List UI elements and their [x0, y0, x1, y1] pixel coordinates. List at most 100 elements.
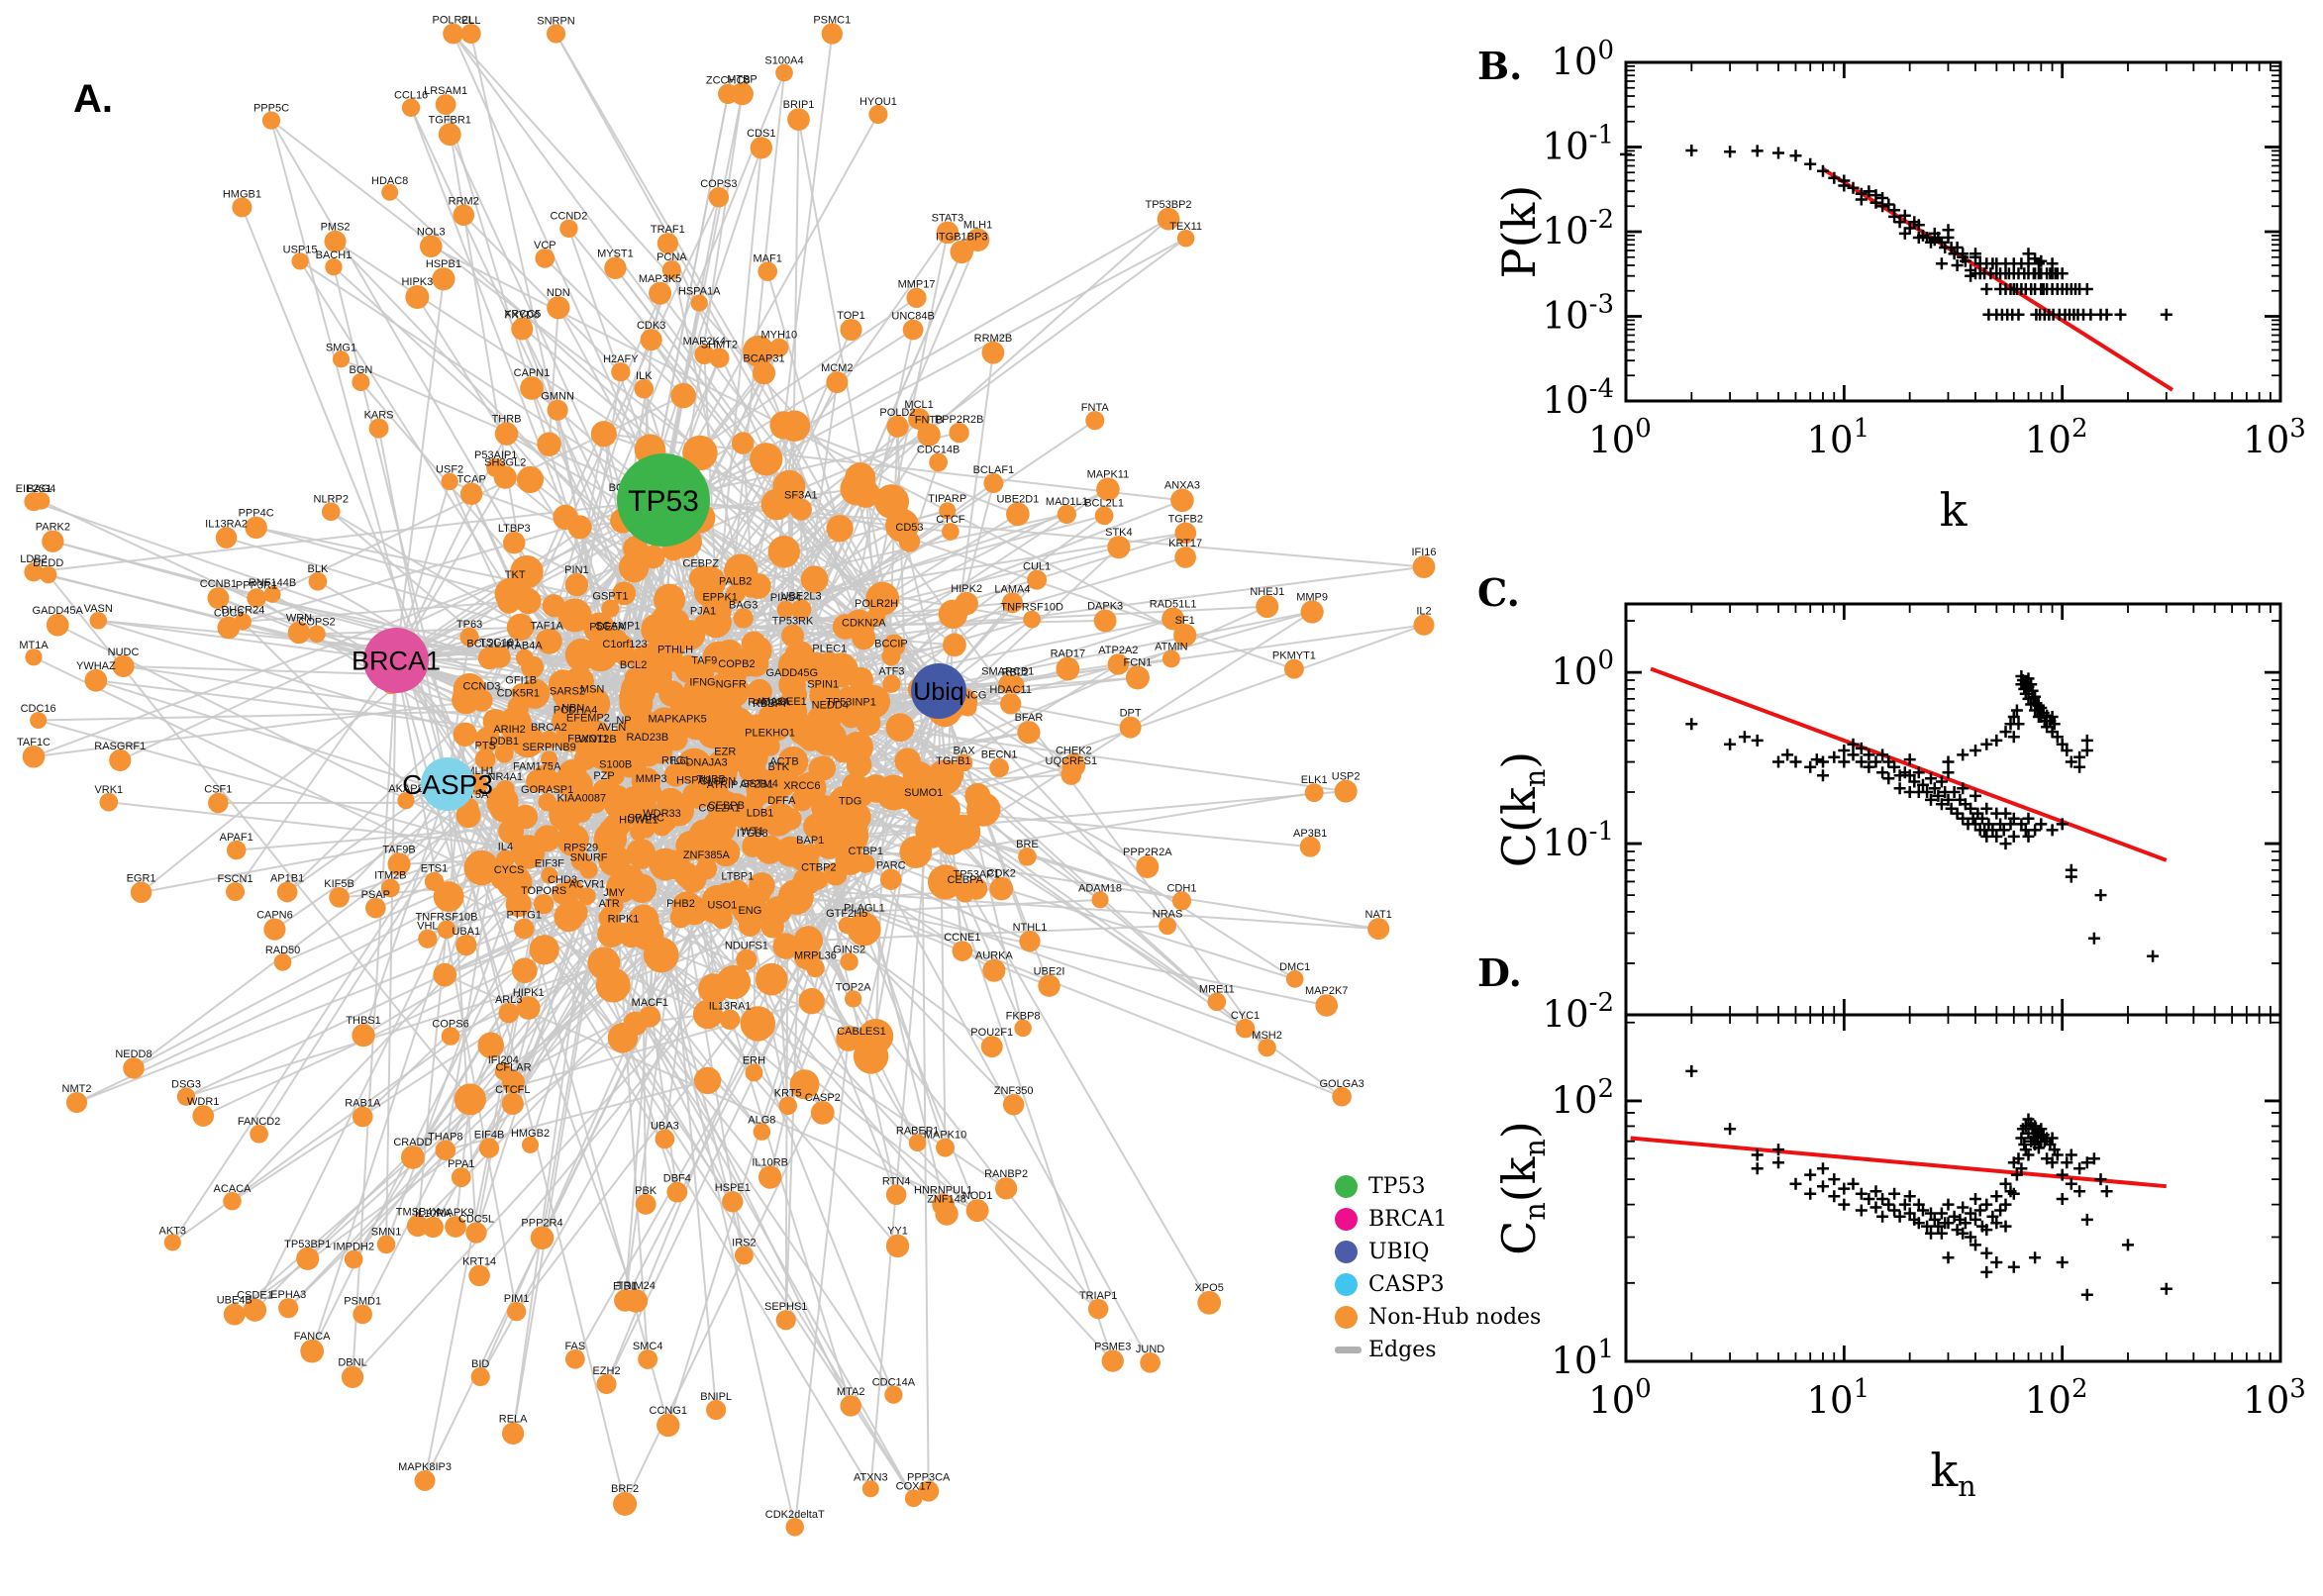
- network-node-label: BECN1: [981, 749, 1018, 761]
- network-node-label: NAT1: [1365, 909, 1392, 921]
- network-node: [441, 1027, 460, 1046]
- network-node: [578, 887, 596, 906]
- network-node: [612, 922, 635, 944]
- network-node: [882, 674, 901, 693]
- network-node-label: BAG3: [729, 599, 758, 611]
- network-node-label: TP53INP1: [826, 697, 876, 709]
- network-node: [494, 422, 519, 446]
- network-node-label: TIPARP: [928, 493, 966, 505]
- network-node: [1014, 1019, 1032, 1038]
- plot-panel-C: 100 10-1 10-2 C(kn): [1492, 602, 2282, 1036]
- network-node-label: SARS2: [550, 686, 585, 698]
- network-node-label: EZR: [714, 746, 736, 757]
- network-node: [772, 933, 799, 959]
- network-node: [904, 1489, 923, 1508]
- network-node-label: EIF2S1: [16, 483, 52, 495]
- network-node: [819, 708, 842, 731]
- network-node: [667, 722, 688, 743]
- network-node: [852, 626, 876, 650]
- network-node: [1091, 891, 1109, 909]
- network-node-label: PPP2R2B: [935, 414, 984, 426]
- network-node-label: RASGRF1: [94, 741, 146, 752]
- network-node: [692, 685, 713, 705]
- network-node: [455, 934, 477, 956]
- network-node-label: IL4: [498, 841, 513, 852]
- network-node: [291, 252, 309, 270]
- network-node: [406, 1215, 429, 1238]
- network-node: [470, 689, 493, 712]
- network-node: [226, 840, 247, 860]
- network-node-label: RAD51L1: [1150, 599, 1197, 611]
- network-node: [474, 726, 501, 752]
- network-node: [722, 1191, 744, 1213]
- network-node-label: CHD3: [548, 874, 577, 886]
- network-node-label: COPS6: [432, 1018, 468, 1030]
- network-node: [840, 472, 873, 506]
- network-node: [629, 845, 655, 869]
- network-node-label: CCL16: [394, 90, 428, 102]
- network-node-label: AP1B1: [270, 873, 304, 885]
- network-node-label: NUDC: [108, 647, 140, 658]
- network-node: [296, 1247, 320, 1270]
- network-node: [1085, 411, 1105, 431]
- network-node: [965, 228, 990, 252]
- network-edge: [512, 833, 613, 1434]
- network-edge: [332, 266, 470, 817]
- network-node: [24, 562, 44, 582]
- network-node-label: KRT17: [1168, 538, 1202, 549]
- network-node-label: MSH2: [1252, 1030, 1282, 1042]
- network-node-label: COL2A1: [698, 802, 740, 814]
- network-node: [724, 553, 758, 588]
- network-node-label: WT1: [742, 826, 764, 838]
- network-node: [670, 382, 696, 409]
- network-edge: [395, 659, 915, 1499]
- network-node-label: COX17: [896, 1480, 932, 1492]
- network-node: [1038, 974, 1060, 997]
- network-node: [716, 639, 744, 666]
- network-node: [46, 613, 69, 637]
- network-node: [755, 962, 788, 996]
- network-node: [474, 748, 496, 770]
- network-node-label: MACF1: [632, 997, 668, 1009]
- network-node-label: ACACA: [214, 1183, 252, 1195]
- network-node-label: CD53: [895, 522, 923, 534]
- network-edge: [512, 566, 636, 1434]
- network-node-label: DBNL: [338, 1357, 366, 1369]
- network-node: [811, 755, 837, 781]
- network-edge: [938, 662, 1119, 692]
- network-node-label: BCL2: [620, 659, 648, 671]
- network-node: [332, 350, 351, 368]
- network-node-label: IRS2: [732, 1237, 756, 1248]
- network-node: [535, 248, 556, 268]
- network-node: [1101, 1349, 1124, 1372]
- y-axis-label: P(k): [1492, 185, 1546, 279]
- major-ticks: [1624, 1015, 2282, 1363]
- network-node-label: HDAC8: [371, 175, 408, 187]
- network-node: [778, 1096, 798, 1116]
- network-node-label: KRT14: [462, 1256, 496, 1268]
- network-node: [513, 918, 535, 940]
- network-node: [1002, 1093, 1025, 1116]
- network-node-label: PPP2R2A: [1123, 847, 1172, 858]
- network-node: [546, 24, 566, 44]
- network-node-label: TP53BP1: [284, 1239, 331, 1250]
- network-node-label: IL2: [1416, 606, 1431, 618]
- network-node: [752, 361, 776, 385]
- network-node: [590, 421, 617, 448]
- network-edge: [725, 850, 1343, 1098]
- network-node: [709, 348, 730, 368]
- network-node: [1174, 522, 1197, 545]
- network-node: [557, 598, 592, 633]
- network-node: [494, 1062, 512, 1081]
- network-node: [731, 82, 754, 106]
- network-node-label: APAF1: [220, 832, 253, 844]
- network-node: [665, 652, 685, 672]
- network-node-label: PPP3CA: [907, 1472, 951, 1484]
- legend-label: BRCA1: [1368, 1207, 1448, 1232]
- network-node: [300, 1339, 325, 1363]
- network-node-label: NLRP2: [314, 494, 349, 506]
- network-node-label: GSTM4: [741, 778, 778, 790]
- network-node: [885, 1184, 907, 1205]
- network-node: [263, 585, 281, 603]
- network-node: [675, 831, 706, 861]
